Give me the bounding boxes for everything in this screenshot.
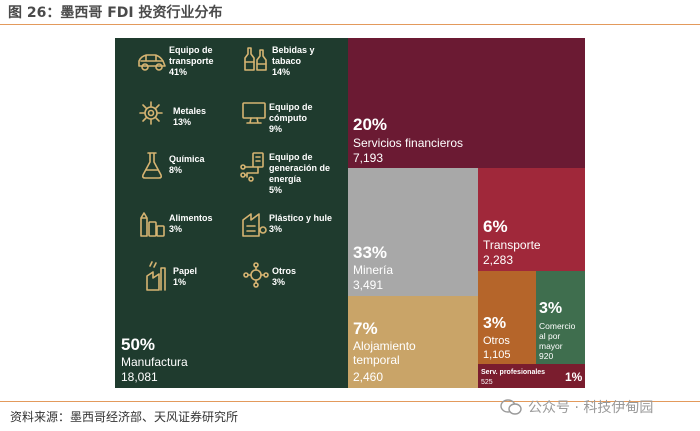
servicios-pct: 20% (353, 115, 387, 134)
mb-label-energia: Equipo de generación de energía 5% (269, 152, 330, 195)
plastic-icon (242, 213, 267, 237)
mineria-name: Minería (353, 263, 393, 277)
mineria-value: 3,491 (353, 278, 383, 292)
network-icon (243, 262, 269, 288)
paper-icon (146, 261, 166, 291)
transporte-name: Transporte (483, 238, 541, 252)
comercio-name-line1: Comercio (539, 321, 576, 331)
comercio-value: 920 (539, 351, 553, 361)
alojamiento-value: 2,460 (353, 370, 383, 384)
mb-label-quimica: Química 8% (169, 154, 206, 175)
servicios-value: 7,193 (353, 151, 383, 165)
manufactura-name: Manufactura (121, 355, 188, 369)
treemap-chart: 50% Manufactura 18,081 20% Servicios fin… (115, 38, 585, 388)
tile-comercio (536, 271, 585, 364)
title-rule (0, 24, 700, 25)
serv-prof-value: 525 (481, 379, 493, 386)
tile-mineria (348, 168, 478, 296)
alojamiento-name: Alojamiento temporal (353, 339, 419, 367)
serv-prof-pct: 1% (565, 370, 583, 384)
mb-label-computo: Equipo de cómputo 9% (269, 102, 313, 134)
source-note: 资料来源：墨西哥经济部、天风证券研究所 (10, 410, 239, 424)
manufactura-value: 18,081 (121, 370, 158, 384)
alojamiento-name-line1: Alojamiento (353, 339, 416, 353)
mineria-pct: 33% (353, 243, 387, 262)
watermark: 公众号 · 科技伊甸园 (500, 395, 695, 419)
wechat-icon (500, 399, 522, 415)
otros-name: Otros (483, 335, 510, 347)
food-cans-icon (140, 212, 165, 237)
mb-label-metales: Metales 13% (173, 106, 206, 127)
comercio-pct: 3% (539, 300, 562, 317)
otros-value: 1,105 (483, 349, 511, 361)
car-icon (138, 54, 166, 71)
tile-otros (478, 271, 536, 364)
power-icon (240, 152, 264, 182)
transporte-value: 2,283 (483, 253, 513, 267)
serv-prof-name: Serv. profesionales (481, 369, 545, 376)
mb-label-plastico: Plástico y hule 3% (269, 213, 332, 234)
mb-label-papel: Papel 1% (173, 266, 197, 287)
tile-manufactura (115, 38, 348, 388)
flask-icon (141, 152, 163, 179)
comercio-name: Comercio al por mayor (539, 321, 578, 351)
mb-label-otros: Otros 3% (272, 266, 296, 287)
otros-pct: 3% (483, 315, 506, 332)
servicios-name: Servicios financieros (353, 136, 463, 150)
mb-label-bebidas: Bebidas y tabaco 14% (272, 45, 315, 77)
computer-icon (242, 102, 266, 124)
comercio-name-line3: mayor (539, 341, 563, 351)
watermark-text: 公众号 · 科技伊甸园 (528, 400, 654, 416)
gear-icon (139, 101, 163, 125)
source-rule (0, 401, 700, 402)
alojamiento-pct: 7% (353, 319, 378, 338)
tile-alojamiento (348, 296, 478, 388)
transporte-pct: 6% (483, 217, 508, 236)
tile-transporte (478, 168, 585, 271)
tile-serv-profesionales (478, 364, 585, 388)
figure-title: 图 26：墨西哥 FDI 投资行业分布 (8, 5, 223, 21)
alojamiento-name-line2: temporal (353, 353, 400, 367)
manufactura-pct: 50% (121, 335, 155, 354)
comercio-name-line2: al por (539, 331, 560, 341)
tile-servicios-financieros (348, 38, 585, 168)
mb-label-alimentos: Alimentos 3% (169, 213, 213, 234)
mb-label-equipo-transporte: Equipo de transporte 41% (169, 45, 214, 77)
bottles-icon (244, 47, 267, 71)
